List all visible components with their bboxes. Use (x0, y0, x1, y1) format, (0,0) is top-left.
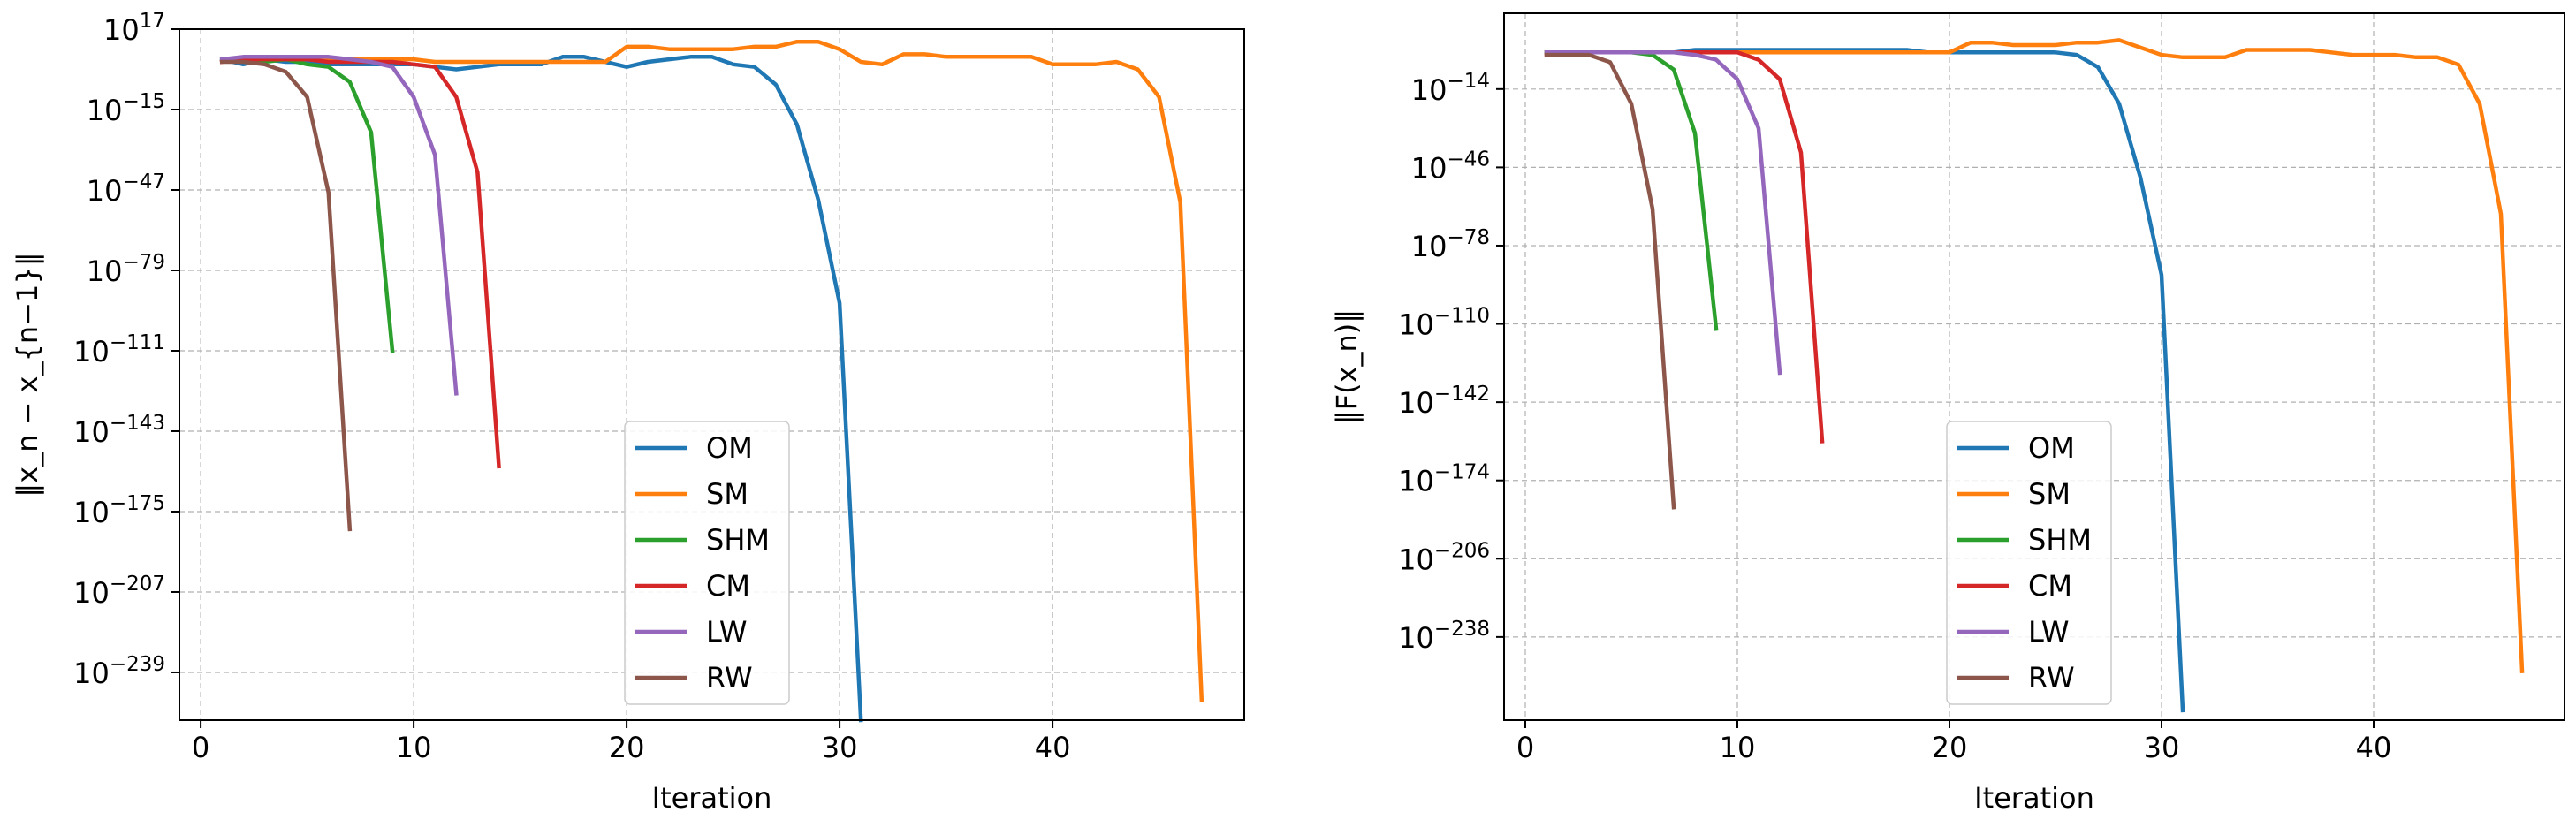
legend: OM SM SHM CM LW RW (624, 421, 790, 705)
series-line-rw (219, 59, 353, 532)
series-line-sm (219, 39, 1204, 702)
x-tick-label: 40 (1035, 731, 1071, 764)
legend: OM SM SHM CM LW RW (1946, 421, 2112, 705)
y-tick-label: 10−79 (87, 251, 165, 288)
series-line-lw (1544, 50, 1782, 376)
x-tick-label: 40 (2356, 731, 2392, 764)
y-tick-label: 10−174 (1398, 461, 1490, 498)
y-tick-label: 10−238 (1398, 618, 1490, 655)
y-tick-label: 10−111 (73, 331, 165, 368)
series-line-shm (1544, 50, 1719, 331)
x-tick-label: 0 (192, 731, 209, 764)
x-tick-label: 20 (1932, 731, 1968, 764)
y-tick-label: 10−239 (73, 653, 165, 690)
y-tick-label: 10−110 (1398, 305, 1490, 342)
chart-1: 0 10 20 30 40 1017 10−15 10−47 10−79 10−111 10−143… (11, 10, 1245, 815)
x-axis-label: Iteration (1974, 781, 2094, 815)
plot-frame (1503, 12, 2565, 721)
y-axis-label: ‖x_n − x_{n−1}‖ (11, 252, 44, 497)
x-axis-label: Iteration (652, 781, 772, 815)
y-tick-label: 10−175 (73, 492, 165, 529)
y-tick-label: 10−47 (87, 171, 165, 208)
legend-label-rw: RW (706, 661, 753, 695)
y-tick-label: 10−206 (1398, 539, 1490, 576)
series-line-lw (219, 55, 459, 396)
x-tick-label: 20 (609, 731, 645, 764)
legend-label-lw: LW (2028, 615, 2070, 649)
series-line-rw (1544, 52, 1676, 510)
y-tick-label: 10−14 (1411, 70, 1490, 107)
legend-label-sm: SM (2028, 477, 2071, 511)
legend-label-om: OM (2028, 431, 2075, 465)
legend-label-om: OM (706, 431, 753, 465)
series-line-cm (1544, 50, 1825, 444)
x-tick-label: 10 (396, 731, 432, 764)
y-tick-label: 10−15 (87, 90, 165, 127)
x-tick-label: 30 (822, 731, 858, 764)
legend-label-cm: CM (706, 569, 750, 603)
legend-label-cm: CM (2028, 569, 2072, 603)
series-line-cm (219, 57, 501, 469)
y-tick-label: 1017 (103, 10, 165, 47)
y-tick-label: 10−207 (73, 573, 165, 610)
y-axis-label: ‖F(x_n)‖ (1330, 309, 1364, 425)
series-line-om (219, 55, 863, 723)
y-tick-label: 10−46 (1411, 148, 1490, 185)
x-tick-label: 30 (2144, 731, 2180, 764)
legend-label-shm: SHM (2028, 523, 2092, 557)
y-tick-label: 10−143 (73, 412, 165, 449)
x-tick-label: 10 (1720, 731, 1756, 764)
x-tick-label: 0 (1516, 731, 1534, 764)
legend-label-shm: SHM (706, 523, 770, 557)
legend-label-lw: LW (706, 615, 748, 649)
y-tick-label: 10−142 (1398, 383, 1490, 420)
chart-2: 0 10 20 30 40 10−14 10−46 10−78 10−110 10−142 10−1… (1330, 12, 2565, 815)
legend-label-sm: SM (706, 477, 748, 511)
legend-label-rw: RW (2028, 661, 2075, 695)
y-tick-label: 10−78 (1411, 226, 1490, 263)
plot-frame (179, 28, 1245, 721)
